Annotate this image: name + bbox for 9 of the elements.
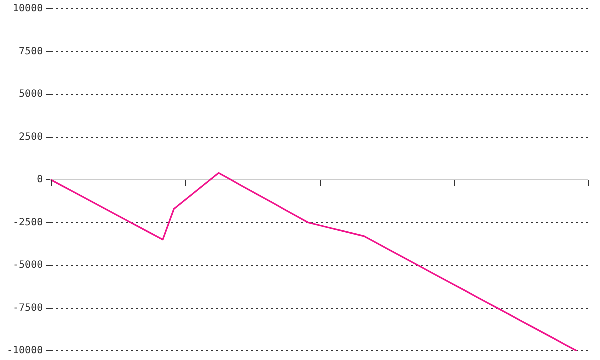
y-tick-label: -10000 — [7, 346, 44, 357]
y-tick-label: 2500 — [19, 132, 44, 143]
y-tick-label: 5000 — [19, 89, 44, 100]
y-tick-label: -5000 — [13, 260, 44, 272]
y-tick-label: 0 — [37, 174, 44, 186]
y-tick-label: -2500 — [13, 217, 44, 228]
y-tick-label: 7500 — [19, 46, 44, 58]
y-tick-label: -7500 — [13, 302, 44, 314]
y-tick-label: 10000 — [13, 4, 44, 15]
